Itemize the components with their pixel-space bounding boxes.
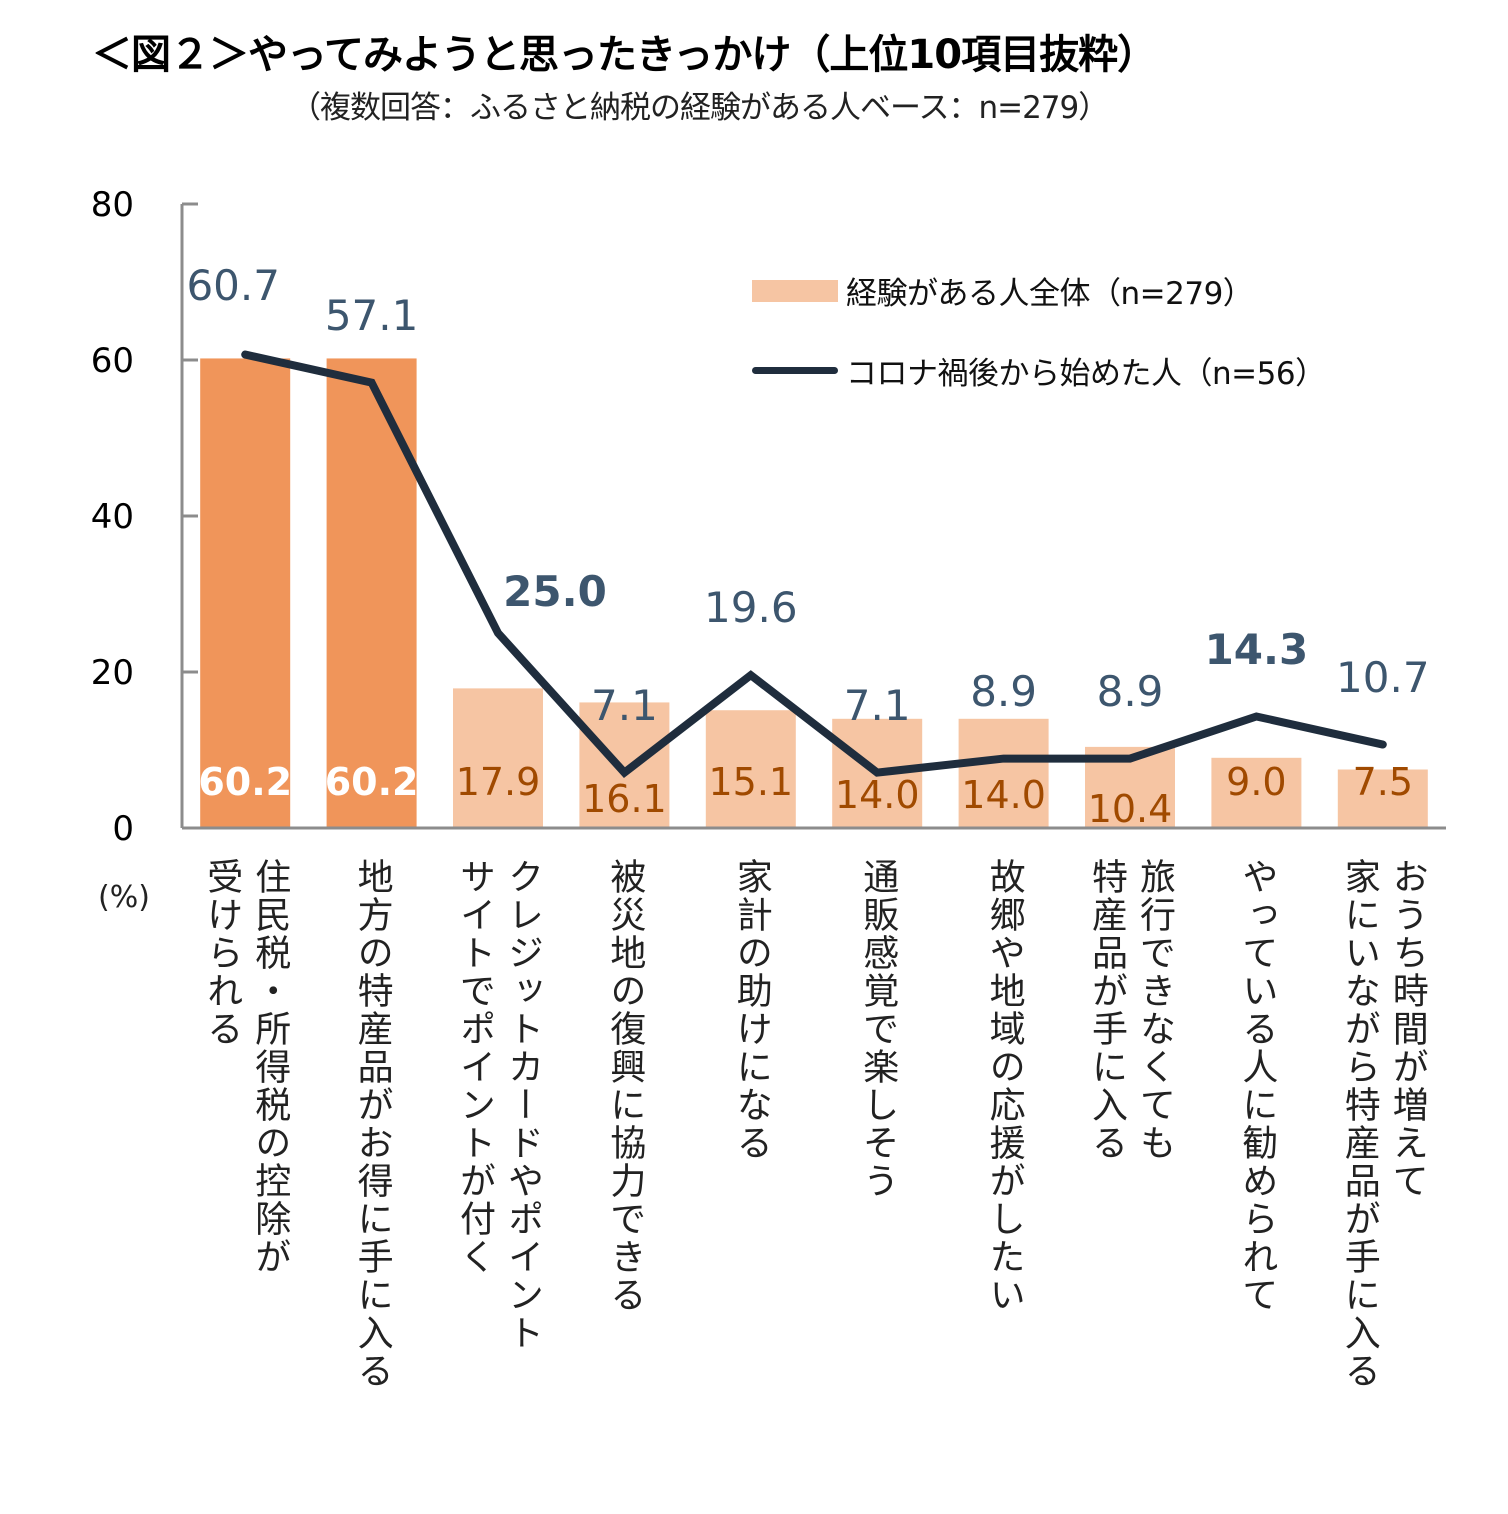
bar-data-label-3: 17.9 xyxy=(456,760,541,804)
x-axis-category-label-8: 旅行できなくても 特産品が手に入る xyxy=(1086,858,1175,1162)
x-axis-category-label-10: おうち時間が増えて 家にいながら特産品が手に入る xyxy=(1338,858,1428,1390)
line-data-label-1: 60.7 xyxy=(186,261,280,310)
bar-9 xyxy=(1211,757,1302,828)
x-axis-category-label-2: 地方の特産品がお得に手に入る xyxy=(351,858,393,1390)
bar-data-label-10: 7.5 xyxy=(1353,760,1413,804)
legend-item-bar: 経験がある人全体（n=279） xyxy=(752,268,1254,313)
x-axis-category-label-1: 住民税・所得税の控除が 受けられる xyxy=(201,858,291,1276)
bar-7 xyxy=(958,718,1049,828)
y-tick-label: 0 xyxy=(112,809,134,849)
bar-data-label-5: 15.1 xyxy=(708,760,793,804)
legend-swatch-bar xyxy=(752,279,838,302)
x-axis-category-label-3: クレジットカードやポイント サイトでポイントが付く xyxy=(454,858,543,1352)
line-data-label-9: 14.3 xyxy=(1205,625,1309,674)
line-data-label-7: 8.9 xyxy=(970,667,1037,716)
y-tick-label: 60 xyxy=(91,341,134,381)
line-series-path xyxy=(241,350,1387,779)
y-axis-unit-label: (%) xyxy=(98,880,150,915)
bar-data-label-4: 16.1 xyxy=(582,777,667,821)
chart-title: ＜図２＞やってみようと思ったきっかけ（上位10項目抜粋） xyxy=(92,32,1157,78)
bar-data-label-6: 14.0 xyxy=(835,773,920,817)
legend-label-bar: 経験がある人全体（n=279） xyxy=(846,276,1254,312)
bar-10 xyxy=(1337,769,1428,828)
bar-data-label-1: 60.2 xyxy=(198,760,292,804)
bar-data-label-9: 9.0 xyxy=(1226,760,1286,804)
line-data-label-10: 10.7 xyxy=(1336,653,1430,702)
bars-layer xyxy=(200,358,1428,828)
x-axis-category-label-5: 家計の助けになる xyxy=(730,858,772,1162)
bar-4 xyxy=(579,702,670,828)
axis-layer: 0 20 40 60 80 xyxy=(91,185,1446,849)
line-data-label-6: 7.1 xyxy=(844,681,911,730)
x-axis-category-label-7: 故郷や地域の応援がしたい xyxy=(983,858,1025,1314)
x-axis-category-label-9: やっている人に勧められて xyxy=(1236,858,1278,1314)
x-axis-category-label-4: 被災地の復興に協力できる xyxy=(604,858,646,1314)
chart-subtitle: （複数回答：ふるさと納税の経験がある人ベース：n=279） xyxy=(290,90,1109,126)
line-data-label-5: 19.6 xyxy=(704,583,798,632)
line-data-label-8: 8.9 xyxy=(1097,667,1164,716)
bar-2 xyxy=(326,358,417,828)
bar-data-label-7: 14.0 xyxy=(961,773,1046,817)
data-labels-layer: 60.7 57.1 25.0 7.1 19.6 7.1 8.9 8.9 14.3 10.7 60.2… xyxy=(186,261,1429,831)
legend-item-line: コロナ禍後から始めた人（n=56） xyxy=(752,348,1326,393)
y-tick-label: 40 xyxy=(91,497,134,537)
legend-swatch-line xyxy=(752,367,838,374)
y-tick-label: 80 xyxy=(91,185,134,225)
line-data-label-4: 7.1 xyxy=(591,681,658,730)
line-series-layer xyxy=(241,350,1387,779)
bar-data-label-8: 10.4 xyxy=(1088,787,1173,831)
line-data-label-2: 57.1 xyxy=(325,291,419,340)
legend-label-line: コロナ禍後から始めた人（n=56） xyxy=(846,356,1326,392)
bar-3 xyxy=(453,688,543,828)
bar-5 xyxy=(705,710,796,828)
bar-1 xyxy=(200,358,291,828)
x-axis-category-label-6: 通販感覚で楽しそう xyxy=(857,858,899,1200)
y-tick-label: 20 xyxy=(91,653,134,693)
line-data-label-3: 25.0 xyxy=(503,567,607,616)
bar-data-label-2: 60.2 xyxy=(325,760,419,804)
